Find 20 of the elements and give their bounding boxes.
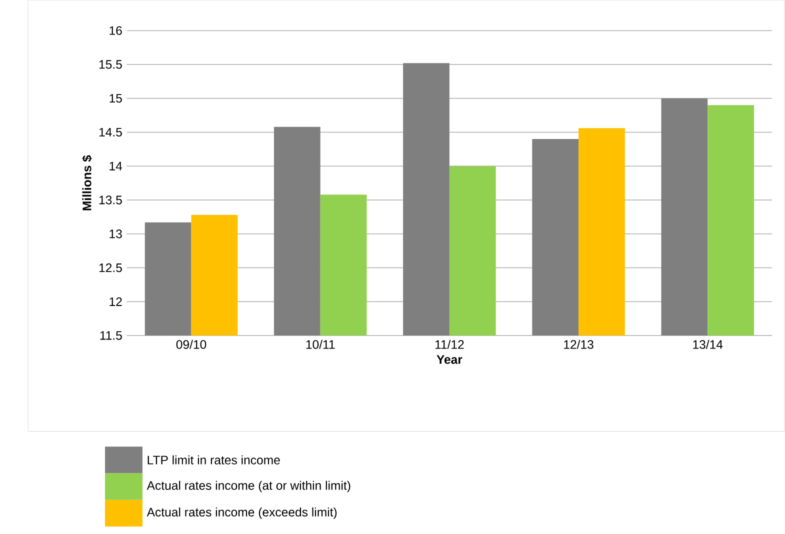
- y-tick-label: 11.5: [100, 331, 122, 340]
- x-tick-label: 13/14: [693, 340, 723, 349]
- y-tick-label: 14.5: [99, 128, 122, 137]
- y-tick-label: 15: [110, 94, 122, 103]
- y-tick-label: 16: [110, 26, 122, 35]
- x-tick-label: 09/10: [176, 340, 206, 349]
- legend-label: LTP limit in rates income: [148, 455, 280, 464]
- y-tick-label: 12: [110, 297, 122, 306]
- x-tick-label: 11/12: [435, 340, 464, 349]
- y-tick-label: 12.5: [99, 263, 122, 272]
- x-tick-label: 12/13: [564, 340, 594, 349]
- x-axis-title: Year: [436, 355, 462, 364]
- y-tick-label: 14: [110, 162, 122, 170]
- y-tick-label: 15.5: [99, 60, 122, 69]
- y-tick-label: 13: [110, 230, 122, 238]
- y-tick-label: 13.5: [99, 196, 122, 204]
- legend-label: Actual rates income (at or within limit): [146, 480, 350, 492]
- legend-label: Actual rates income (exceeds limit): [146, 507, 337, 519]
- x-tick-label: 10/11: [306, 340, 335, 349]
- y-axis-title: Millions $: [82, 155, 92, 210]
